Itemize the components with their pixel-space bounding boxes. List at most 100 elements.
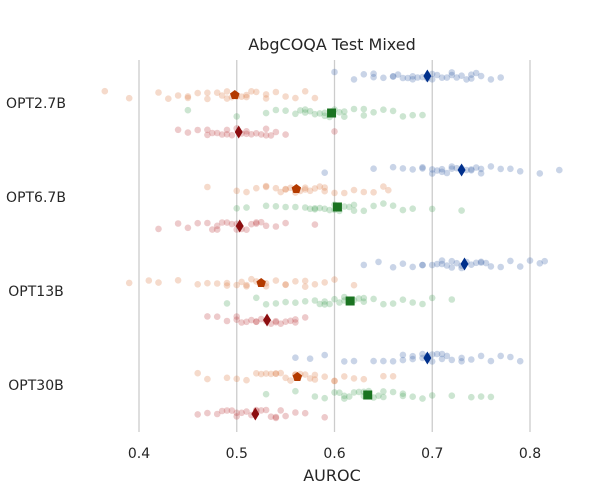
data-point bbox=[277, 320, 285, 328]
data-point bbox=[370, 295, 377, 303]
data-point bbox=[414, 74, 421, 81]
data-point bbox=[282, 219, 289, 227]
data-point bbox=[438, 165, 446, 173]
data-point bbox=[292, 203, 299, 211]
data-point bbox=[380, 183, 387, 190]
y-category-opt6-7b: OPT6.7B bbox=[6, 190, 66, 206]
data-point bbox=[272, 317, 280, 325]
data-point bbox=[321, 169, 329, 176]
data-point bbox=[409, 205, 417, 212]
data-point bbox=[419, 261, 426, 269]
data-point bbox=[438, 355, 446, 363]
data-point bbox=[282, 298, 289, 306]
data-point bbox=[301, 88, 309, 95]
data-point bbox=[233, 316, 240, 324]
data-point bbox=[443, 352, 451, 360]
data-point bbox=[380, 393, 387, 401]
data-point bbox=[243, 93, 250, 101]
data-point bbox=[262, 109, 270, 117]
data-point bbox=[389, 300, 397, 307]
data-point bbox=[218, 131, 226, 138]
data-point bbox=[213, 280, 221, 287]
data-point bbox=[262, 370, 270, 377]
data-point bbox=[282, 107, 289, 114]
data-point bbox=[316, 183, 324, 190]
data-point bbox=[316, 300, 324, 308]
data-point bbox=[443, 169, 451, 177]
data-point bbox=[326, 300, 333, 308]
data-point bbox=[282, 203, 289, 211]
data-point bbox=[477, 393, 485, 400]
data-point bbox=[321, 394, 329, 402]
data-point bbox=[174, 277, 182, 284]
data-point bbox=[507, 257, 514, 265]
mean-marker bbox=[230, 90, 240, 99]
data-point bbox=[331, 189, 338, 197]
data-point bbox=[248, 275, 255, 283]
data-point bbox=[184, 93, 192, 100]
data-point bbox=[438, 168, 446, 176]
data-point bbox=[409, 393, 417, 401]
data-point bbox=[228, 407, 236, 414]
data-point bbox=[252, 220, 260, 227]
data-point bbox=[282, 281, 289, 289]
data-point bbox=[155, 89, 162, 96]
data-point bbox=[213, 226, 221, 233]
data-point bbox=[252, 294, 260, 302]
data-point bbox=[257, 131, 265, 138]
data-point bbox=[468, 261, 475, 269]
mean-marker bbox=[327, 108, 337, 118]
data-point bbox=[233, 205, 240, 212]
data-point bbox=[341, 395, 348, 402]
data-point bbox=[204, 409, 211, 417]
data-point bbox=[282, 93, 289, 100]
data-point bbox=[287, 184, 294, 192]
data-point bbox=[262, 95, 270, 102]
data-point bbox=[404, 74, 412, 82]
data-point bbox=[370, 109, 377, 116]
data-point bbox=[213, 313, 221, 321]
y-category-opt2-7b: OPT2.7B bbox=[6, 96, 66, 112]
data-point bbox=[233, 113, 240, 120]
x-tick-labels: 0.4 0.5 0.6 0.7 0.8 bbox=[128, 446, 541, 462]
data-point bbox=[228, 220, 236, 228]
data-point bbox=[257, 315, 265, 323]
data-point bbox=[433, 71, 441, 79]
data-point bbox=[282, 318, 289, 326]
data-point bbox=[389, 163, 397, 171]
data-point bbox=[311, 376, 319, 383]
data-point bbox=[375, 392, 382, 400]
data-point bbox=[282, 374, 289, 382]
data-point bbox=[248, 316, 255, 324]
data-point bbox=[497, 352, 505, 360]
data-point bbox=[389, 202, 397, 209]
data-point bbox=[458, 358, 465, 365]
data-point bbox=[448, 71, 456, 79]
data-point bbox=[233, 409, 240, 417]
mean-marker bbox=[457, 163, 466, 177]
data-point bbox=[370, 357, 377, 365]
data-point bbox=[277, 188, 285, 196]
data-point bbox=[262, 406, 270, 414]
data-point bbox=[536, 170, 544, 177]
data-point bbox=[389, 107, 397, 115]
data-point bbox=[272, 203, 280, 210]
strip-points bbox=[101, 68, 563, 422]
data-point bbox=[292, 387, 299, 395]
data-point bbox=[282, 185, 289, 193]
data-point bbox=[468, 166, 475, 173]
data-point bbox=[536, 260, 544, 267]
data-point bbox=[389, 73, 397, 80]
data-point bbox=[380, 357, 387, 365]
data-point bbox=[311, 205, 319, 212]
data-point bbox=[458, 354, 465, 362]
data-point bbox=[301, 409, 309, 417]
data-point bbox=[399, 392, 407, 400]
data-point bbox=[321, 205, 329, 213]
data-point bbox=[145, 277, 153, 284]
data-point bbox=[301, 277, 309, 285]
x-tick-0.8: 0.8 bbox=[519, 446, 541, 462]
data-point bbox=[399, 390, 407, 398]
data-point bbox=[341, 392, 348, 400]
mean-marker bbox=[234, 125, 243, 139]
